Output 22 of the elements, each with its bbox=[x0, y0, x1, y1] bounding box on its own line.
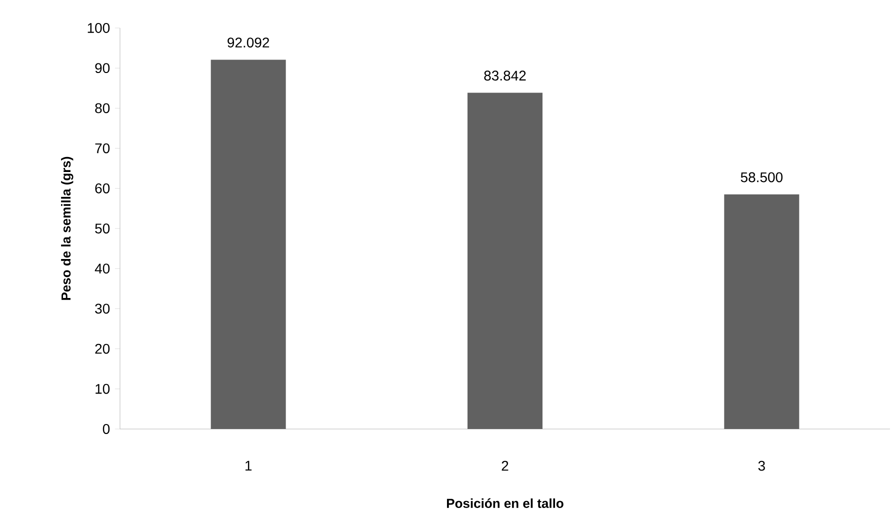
y-tick-label: 80 bbox=[95, 103, 110, 114]
y-tick-label: 60 bbox=[95, 183, 110, 194]
y-tick-label: 0 bbox=[102, 424, 110, 434]
y-tick-label: 100 bbox=[88, 23, 110, 33]
data-label: 58.500 bbox=[740, 172, 783, 182]
x-tick-label: 2 bbox=[502, 460, 508, 471]
y-tick-label: 10 bbox=[96, 384, 110, 394]
bar bbox=[210, 60, 286, 429]
bar bbox=[468, 92, 543, 429]
y-tick-label: 30 bbox=[95, 304, 110, 314]
data-label: 83.842 bbox=[484, 70, 526, 81]
data-label: 92.092 bbox=[228, 38, 270, 48]
y-tick-label: 40 bbox=[94, 264, 110, 274]
x-tick-label: 3 bbox=[758, 460, 765, 471]
y-axis-title: Peso de la semilla (grs) bbox=[61, 156, 74, 300]
y-tick-label: 70 bbox=[95, 143, 110, 154]
bar bbox=[724, 194, 800, 429]
y-tick-label: 50 bbox=[95, 224, 110, 234]
x-axis-title: Posición en el tallo bbox=[446, 498, 564, 508]
y-tick-label: 20 bbox=[95, 344, 110, 354]
x-tick-label: 1 bbox=[246, 460, 252, 470]
y-tick-label: 90 bbox=[95, 63, 110, 74]
